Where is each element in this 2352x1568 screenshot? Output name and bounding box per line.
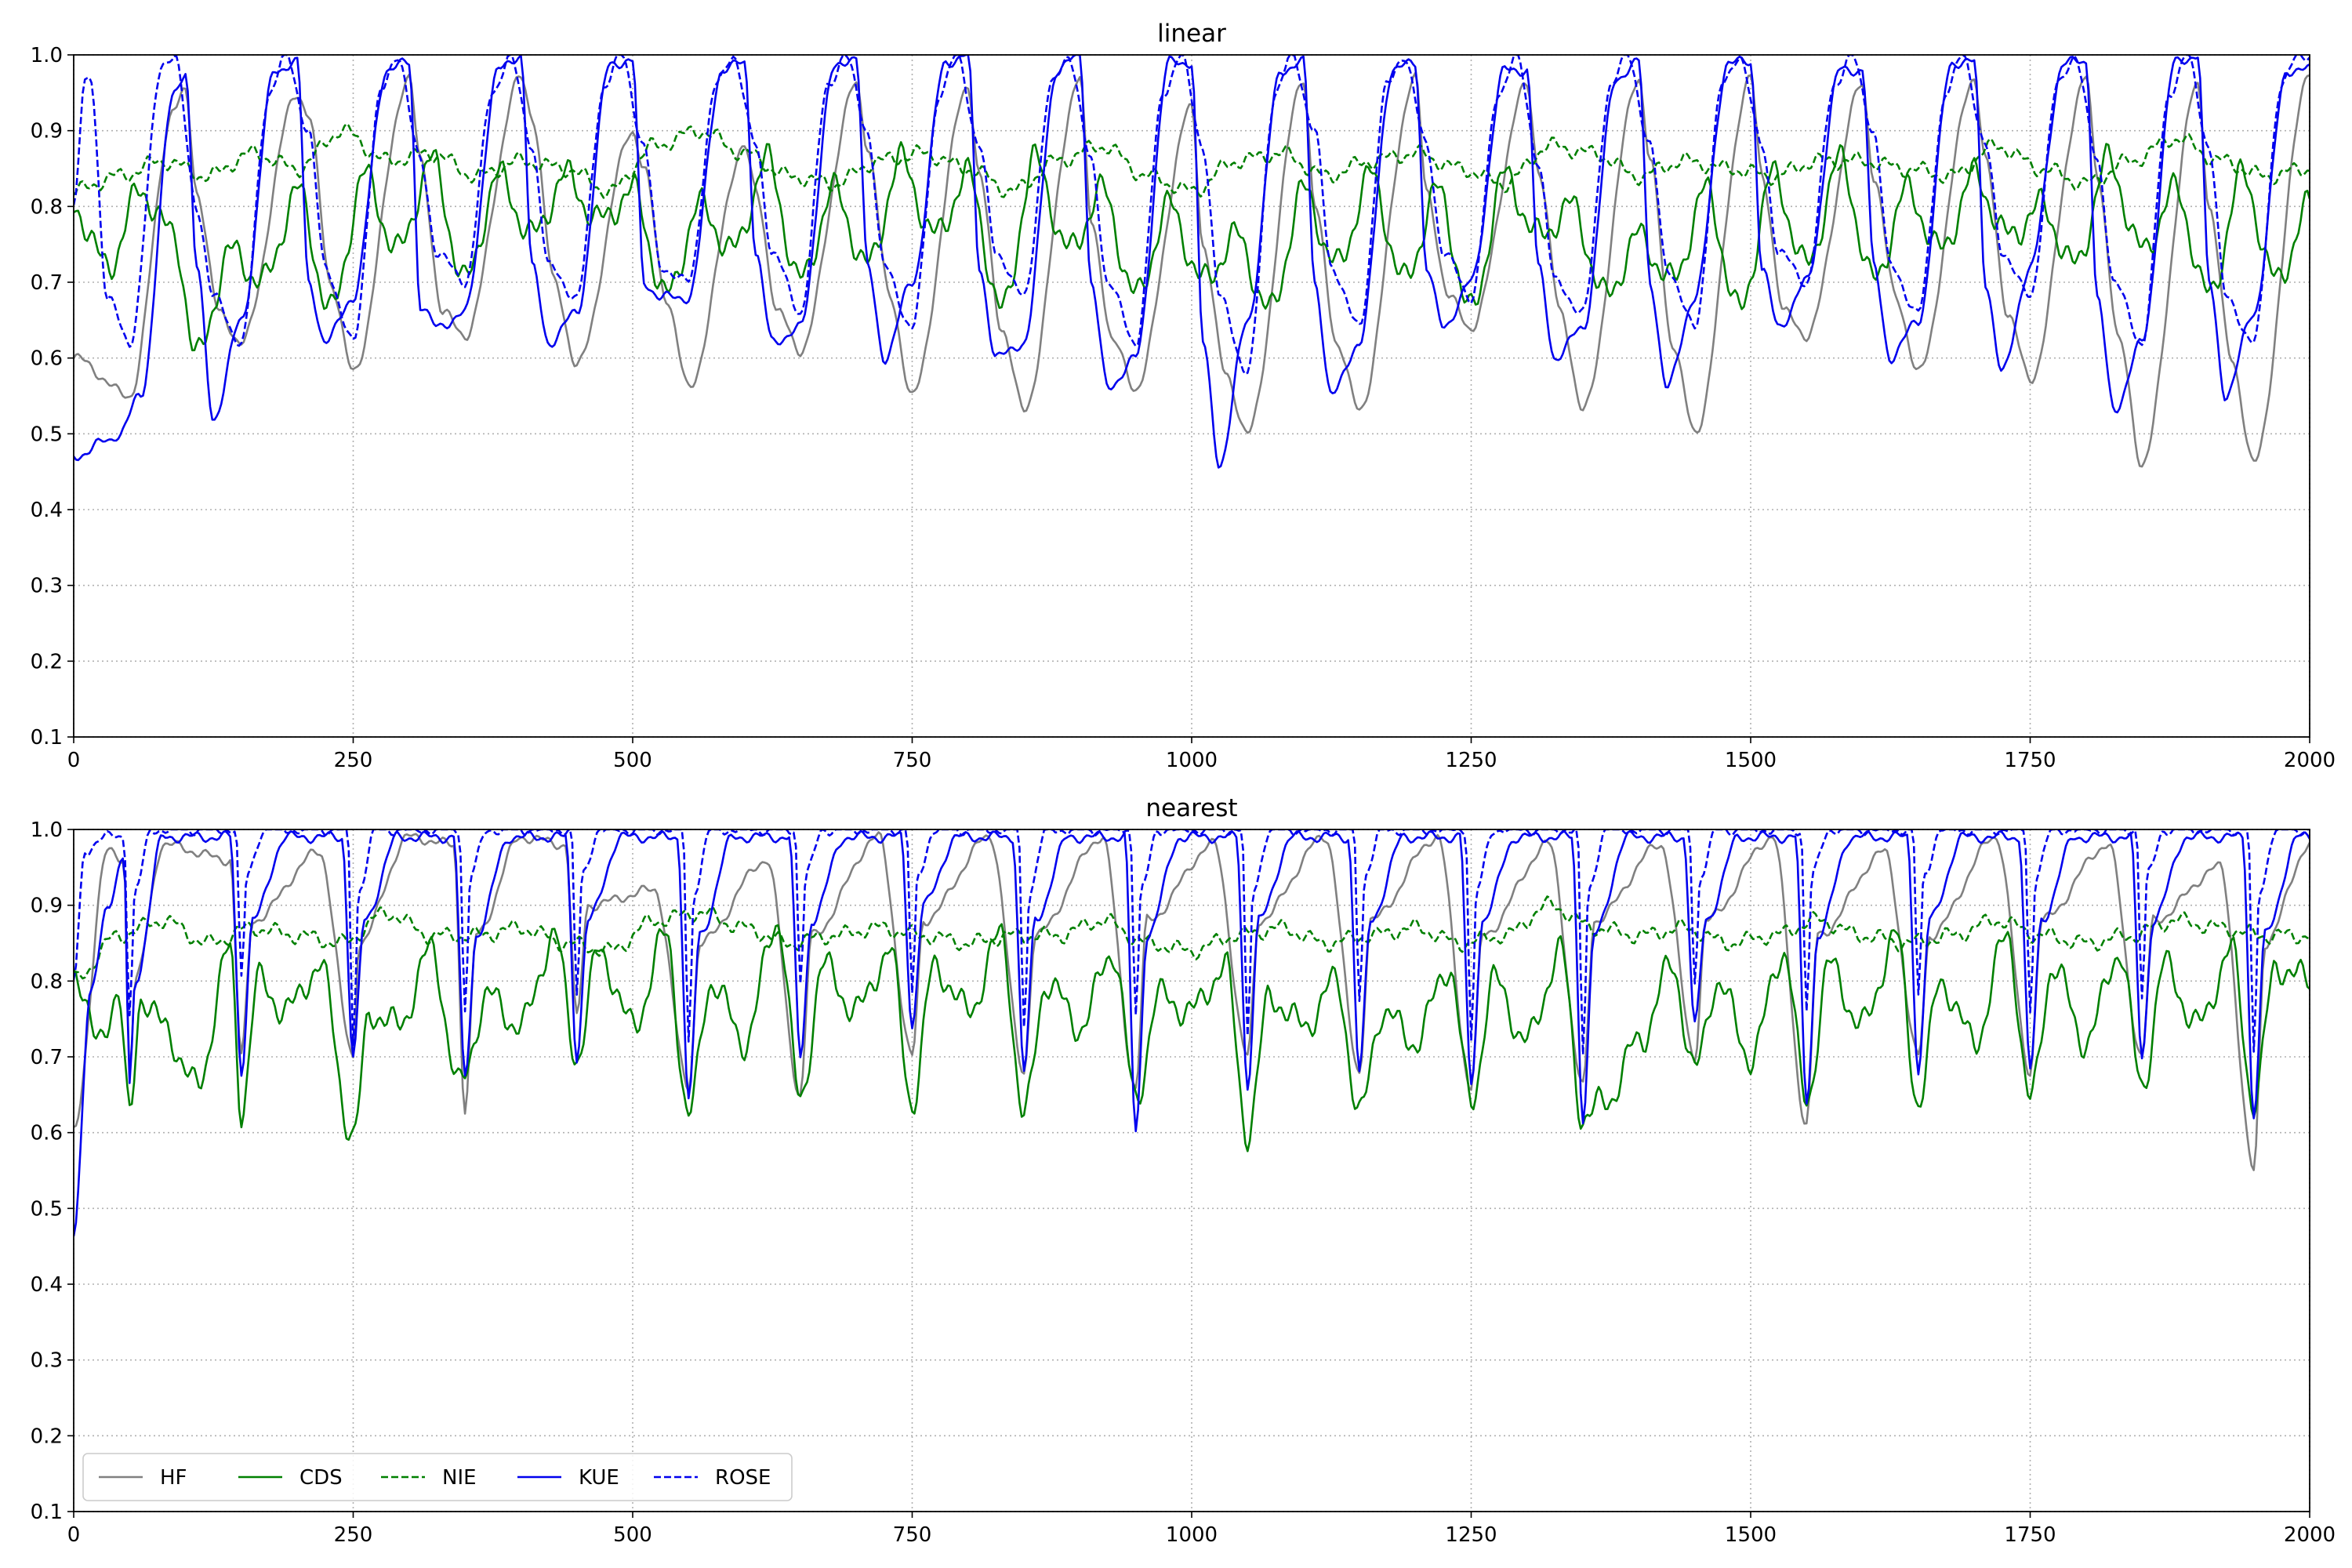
- y-tick-label: 1.0: [31, 818, 63, 842]
- x-tick-label: 750: [893, 1523, 932, 1547]
- y-tick-label: 0.2: [31, 1425, 63, 1448]
- x-tick-label: 1500: [1725, 749, 1777, 772]
- x-tick-label: 2000: [2284, 1523, 2336, 1547]
- panel-nearest: 0 250 500 750 1000 1250 1500 1750 2000 0.1 0.2 0.3 0…: [31, 794, 2336, 1547]
- x-tick-label: 750: [893, 749, 932, 772]
- x-tick-label: 500: [613, 1523, 652, 1547]
- x-tick-label: 250: [334, 749, 373, 772]
- y-tick-label: 0.8: [31, 970, 63, 993]
- x-tick-label: 0: [67, 1523, 81, 1547]
- legend-label-kue: KUE: [579, 1466, 619, 1490]
- series-line-rose: [74, 55, 2310, 376]
- x-tick-label: 1000: [1166, 1523, 1218, 1547]
- y-tick-label: 0.9: [31, 120, 63, 143]
- y-tick-label: 0.6: [31, 347, 63, 371]
- x-tick-label: 250: [334, 1523, 373, 1547]
- series-group: [74, 55, 2310, 469]
- y-tick-label: 0.8: [31, 195, 63, 219]
- x-tick-label: 1750: [2004, 749, 2056, 772]
- legend-label-rose: ROSE: [715, 1466, 771, 1490]
- y-tick-label: 0.3: [31, 575, 63, 598]
- x-tick-label: 2000: [2284, 749, 2336, 772]
- series-group: [74, 829, 2310, 1237]
- series-line-hf: [74, 71, 2310, 468]
- y-tick-label: 0.4: [31, 1273, 63, 1297]
- x-tick-label: 1250: [1445, 749, 1497, 772]
- legend: HF CDS NIE KUE ROSE: [82, 1453, 793, 1501]
- x-tick-label: 1500: [1725, 1523, 1777, 1547]
- x-tick-label: 0: [67, 749, 81, 772]
- series-line-kue: [74, 55, 2310, 469]
- x-tick-label: 1750: [2004, 1523, 2056, 1547]
- x-tick-label: 1250: [1445, 1523, 1497, 1547]
- y-tick-label: 1.0: [31, 44, 63, 67]
- series-line-kue: [74, 829, 2310, 1237]
- y-tick-label: 0.6: [31, 1122, 63, 1145]
- x-tick-label: 1000: [1166, 749, 1218, 772]
- y-tick-label: 0.9: [31, 895, 63, 918]
- series-line-rose: [74, 829, 2310, 1056]
- y-tick-label: 0.1: [31, 726, 63, 750]
- y-tick-label: 0.3: [31, 1349, 63, 1373]
- y-tick-label: 0.5: [31, 1197, 63, 1221]
- y-tick-label: 0.2: [31, 650, 63, 673]
- x-tick-label: 500: [613, 749, 652, 772]
- y-tick-label: 0.7: [31, 271, 63, 295]
- panel-linear: 0 250 500 750 1000 1250 1500 1750 2000 0.1 0.2 0.3 0…: [31, 20, 2336, 772]
- panel-title: linear: [1157, 20, 1226, 48]
- panel-title: nearest: [1145, 794, 1237, 822]
- legend-box: [82, 1453, 793, 1501]
- series-line-hf: [74, 831, 2310, 1171]
- series-line-nie: [74, 895, 2310, 980]
- y-tick-label: 0.7: [31, 1046, 63, 1069]
- legend-label-hf: HF: [160, 1466, 187, 1490]
- series-line-cds: [74, 923, 2310, 1152]
- y-tick-label: 0.4: [31, 499, 63, 522]
- series-line-cds: [74, 141, 2310, 352]
- grid-lines: [73, 829, 2310, 1512]
- y-tick-label: 0.1: [31, 1501, 63, 1524]
- legend-label-nie: NIE: [442, 1466, 477, 1490]
- y-tick-label: 0.5: [31, 423, 63, 446]
- legend-label-cds: CDS: [299, 1466, 343, 1490]
